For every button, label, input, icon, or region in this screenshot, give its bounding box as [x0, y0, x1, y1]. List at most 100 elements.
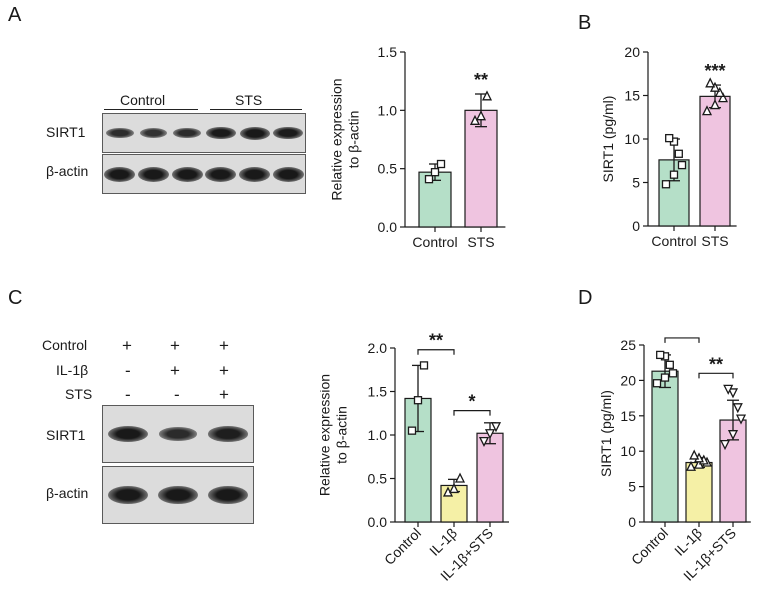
data-point	[475, 110, 487, 121]
blot-c-sign: +	[170, 361, 180, 380]
y-axis-label: SIRT1 (pg/ml)	[600, 390, 614, 477]
data-point	[448, 482, 460, 494]
y-tick-label: 25	[620, 337, 636, 353]
blot-a-sirt1-membrane	[102, 113, 306, 153]
data-point	[689, 449, 700, 460]
data-point	[407, 426, 417, 435]
significance-label: ***	[671, 330, 692, 339]
bar-Control	[418, 171, 452, 228]
blot-c-sign: -	[174, 385, 180, 404]
data-point	[727, 388, 739, 399]
blot-a-actin-band	[138, 166, 169, 182]
significance-label: *	[468, 392, 475, 412]
data-point	[732, 403, 743, 414]
data-point	[430, 168, 440, 177]
blot-a-sirt1-band	[139, 127, 168, 139]
x-tick-label: Control	[381, 525, 424, 568]
chart-b: 0 5 10 15 20 SIRT1 (pg/ml) Control STS ***	[600, 44, 737, 249]
significance-bracket	[417, 349, 455, 355]
y-tick-label: 5	[628, 479, 636, 495]
blot-c-sign: +	[219, 385, 229, 404]
data-point	[719, 439, 731, 451]
data-point	[436, 159, 446, 169]
y-tick-label: 1.5	[368, 384, 388, 400]
blot-a-group-sts: STS	[235, 92, 263, 108]
bar-Control	[651, 370, 679, 523]
y-tick-label: 0	[628, 514, 636, 530]
blot-c-sign: +	[170, 336, 180, 355]
data-point	[665, 360, 674, 369]
data-point	[469, 114, 481, 125]
blot-c-row-actin: β-actin	[46, 485, 89, 501]
panel-letter-d: D	[578, 287, 593, 309]
y-axis-label: to β-actin	[346, 111, 362, 169]
blot-a-sirt1-band	[273, 126, 304, 140]
significance-label: ***	[704, 61, 725, 81]
data-point	[723, 384, 734, 395]
x-tick-label: STS	[467, 234, 494, 250]
y-tick-label: 0	[632, 218, 640, 234]
y-tick-label: 0.0	[368, 514, 388, 530]
data-point	[701, 105, 713, 116]
blot-c-sign: -	[125, 361, 131, 380]
y-axis-label: Relative expression	[329, 78, 345, 200]
data-point	[714, 86, 725, 98]
data-point	[490, 422, 502, 433]
bar-STS	[699, 95, 731, 227]
blot-a-row-actin: β-actin	[46, 163, 89, 179]
blot-a-row-sirt1: SIRT1	[46, 124, 86, 140]
blot-a-actin-band	[239, 166, 270, 182]
y-tick-label: 15	[624, 88, 640, 104]
data-point	[674, 149, 683, 158]
panel-letter-c: C	[8, 287, 23, 309]
y-tick-label: 2.0	[368, 340, 388, 356]
blot-c-sign: +	[219, 336, 229, 355]
blot-a-actin-band	[205, 166, 237, 182]
data-point	[669, 170, 679, 179]
y-tick-label: 1.0	[368, 427, 388, 443]
data-point	[484, 429, 496, 440]
blot-c-actin-band	[208, 486, 248, 504]
blot-c-treatment-control: Control	[42, 337, 88, 353]
y-tick-label: 15	[620, 408, 636, 424]
panel-letter-b: B	[578, 12, 592, 34]
significance-label: **	[429, 331, 443, 351]
data-point	[652, 379, 662, 388]
data-point	[661, 180, 671, 189]
chart-c: 0.0 0.5 1.0 1.5 2.0 Relative expression to β-a…	[320, 331, 509, 584]
data-point	[656, 350, 665, 360]
blot-c-sirt1-band	[108, 426, 148, 442]
data-point	[717, 92, 729, 103]
chart-a: 0.0 0.5 1.0 1.5 Relative expression to β-acti…	[329, 44, 506, 250]
data-point	[660, 373, 670, 382]
data-point	[454, 472, 466, 483]
significance-bracket	[698, 372, 734, 379]
data-point	[735, 414, 747, 425]
y-axis-label: to β-actin	[334, 406, 350, 464]
y-tick-label: 20	[624, 44, 640, 60]
y-axis-label: Relative expression	[320, 374, 333, 496]
blot-c-treatment-sts: STS	[65, 386, 93, 402]
blot-a-actin-band	[104, 166, 136, 182]
blot-c-sign: +	[219, 361, 229, 380]
blot-a-actin-band	[171, 166, 203, 182]
blot-a-sirt1-band	[205, 126, 236, 140]
data-point	[709, 99, 721, 110]
blot-c-actin-membrane	[102, 466, 254, 524]
significance-bracket	[453, 410, 491, 416]
bar-IL-1β	[685, 461, 713, 523]
blot-a-group-control: Control	[120, 92, 166, 108]
blot-a-sirt1-band	[173, 127, 202, 139]
blot-c-actin-band	[158, 486, 198, 504]
y-tick-label: 0.0	[378, 219, 398, 235]
significance-label: **	[709, 354, 723, 374]
blot-c-sign: +	[122, 336, 132, 355]
y-tick-label: 20	[620, 372, 636, 388]
bar-IL-1β+STS	[476, 432, 504, 523]
blot-c-row-sirt1: SIRT1	[46, 427, 86, 443]
blot-a-sirt1-band	[105, 127, 134, 139]
x-tick-label: Control	[628, 525, 671, 568]
blot-a-actin-band	[272, 166, 304, 182]
y-tick-label: 10	[620, 443, 636, 459]
blot-a-sirt1-band	[239, 126, 270, 140]
